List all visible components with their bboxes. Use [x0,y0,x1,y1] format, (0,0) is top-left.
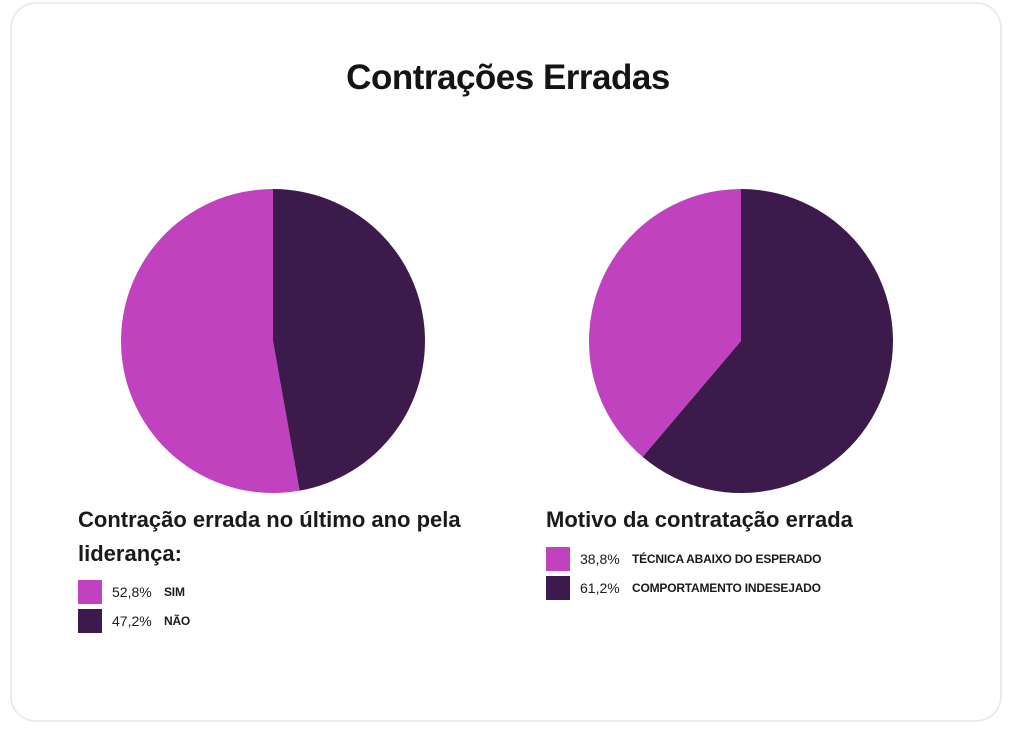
pie-slice-comportamento-indesejado [642,189,893,493]
chart-title-motive: Motivo da contratação errada [546,507,853,532]
legend-label-sim: SIM [164,585,185,599]
legend-item-nao: 47,2% NÃO [78,609,190,633]
legend-swatch-nao [78,609,102,633]
legend-value-nao: 47,2% [112,613,152,629]
pie-chart-leadership [121,189,425,493]
legend-swatch-tecnica [546,547,570,571]
pie-slice-tecnica-abaixo-do-esperado [589,189,741,457]
page-title: Contrações Erradas [346,58,670,97]
legend-label-nao: NÃO [164,614,191,628]
legend-item-sim: 52,8% SIM [78,580,190,604]
legend-motive: 38,8% TÉCNICA ABAIXO DO ESPERADO 61,2% C… [546,547,821,605]
legend-item-comportamento: 61,2% COMPORTAMENTO INDESEJADO [546,576,821,600]
legend-leadership: 52,8% SIM 47,2% NÃO [78,580,190,638]
pie-slice-sim [121,189,300,493]
legend-value-sim: 52,8% [112,584,152,600]
pie-slice-nao [273,189,425,491]
legend-swatch-comportamento [546,576,570,600]
pie-chart-motive [589,189,893,493]
legend-label-tecnica: TÉCNICA ABAIXO DO ESPERADO [632,552,822,566]
legend-item-tecnica: 38,8% TÉCNICA ABAIXO DO ESPERADO [546,547,821,571]
legend-value-tecnica: 38,8% [580,551,620,567]
legend-swatch-sim [78,580,102,604]
legend-value-comportamento: 61,2% [580,580,620,596]
chart-title-leadership: Contração errada no último ano pela lide… [78,507,461,566]
legend-label-comportamento: COMPORTAMENTO INDESEJADO [632,581,821,595]
